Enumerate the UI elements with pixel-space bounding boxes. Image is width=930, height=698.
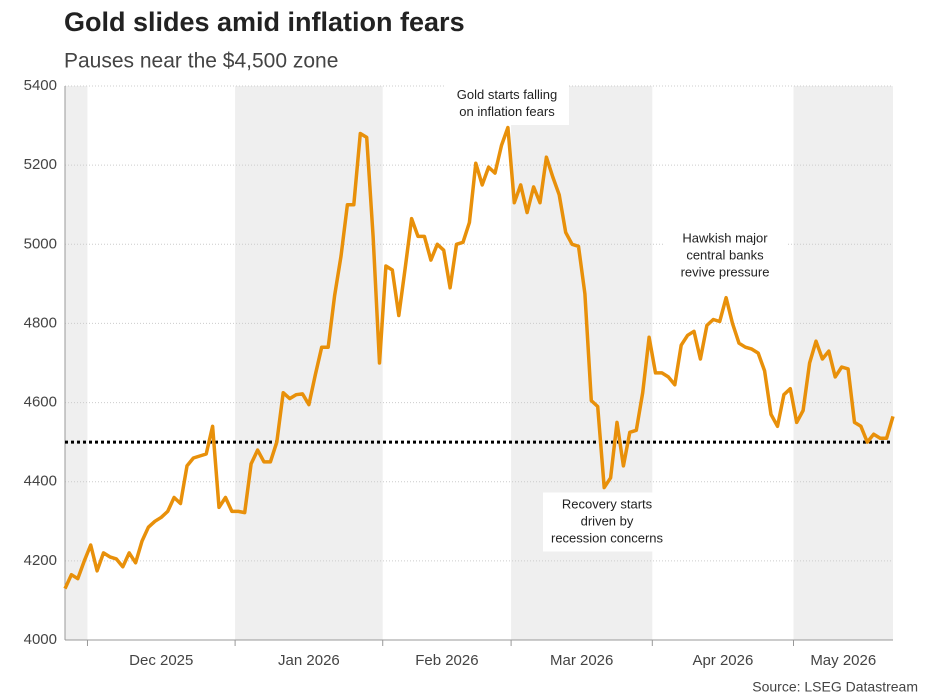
- x-tick-label: Apr 2026: [692, 652, 753, 669]
- chart-title: Gold slides amid inflation fears: [64, 7, 465, 37]
- annotation-box: [663, 226, 787, 286]
- month-band: [235, 86, 383, 640]
- annotation-box: [543, 492, 671, 552]
- y-tick-label: 5200: [24, 156, 57, 173]
- annotation: central banks: [686, 247, 764, 262]
- month-band: [511, 86, 653, 640]
- x-tick-label: Feb 2026: [415, 652, 478, 669]
- annotation: Recovery starts: [562, 496, 653, 511]
- x-tick-label: Mar 2026: [550, 652, 613, 669]
- annotation: Hawkish major: [682, 230, 768, 245]
- y-tick-label: 4000: [24, 631, 57, 648]
- y-tick-label: 4400: [24, 473, 57, 490]
- y-tick-label: 4200: [24, 552, 57, 569]
- annotation: driven by: [581, 513, 634, 528]
- annotation: Gold starts falling: [457, 87, 557, 102]
- annotation: on inflation fears: [459, 104, 555, 119]
- chart-subtitle: Pauses near the $4,500 zone: [64, 50, 338, 73]
- annotation-box: [445, 83, 569, 125]
- y-tick-label: 4800: [24, 314, 57, 331]
- source: Source: LSEG Datastream: [752, 679, 918, 695]
- annotation: revive pressure: [681, 264, 770, 279]
- y-tick-label: 4600: [24, 394, 57, 411]
- annotation: recession concerns: [551, 530, 663, 545]
- x-tick-label: Dec 2025: [129, 652, 193, 669]
- y-tick-label: 5400: [24, 77, 57, 94]
- price-line: [63, 125, 895, 590]
- x-tick-label: Jan 2026: [278, 652, 340, 669]
- month-band: [65, 86, 88, 640]
- x-tick-label: May 2026: [810, 652, 876, 669]
- y-tick-label: 5000: [24, 235, 57, 252]
